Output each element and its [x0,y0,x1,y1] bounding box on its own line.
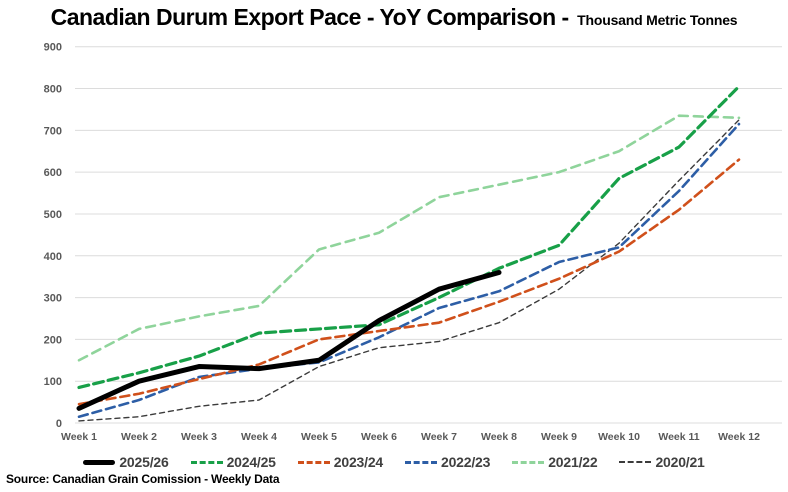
x-axis-tick-label: Week 3 [181,431,217,443]
x-axis-tick-label: Week 9 [541,431,577,443]
chart-title-main: Canadian Durum Export Pace - YoY Compari… [50,4,570,30]
legend-item-2024-25: 2024/25 [190,454,276,470]
chart-title-unit: Thousand Metric Tonnes [577,12,738,28]
legend-swatch-2025-26 [83,459,116,465]
x-axis-tick-label: Week 10 [598,431,640,443]
x-axis-tick-label: Week 4 [241,431,277,443]
y-axis-tick-label: 800 [44,84,62,96]
line-chart: 0 100 200 300 400 500 600 700 800 900 Week 1 Week 2… [44,42,782,443]
legend-swatch-2024-25 [190,460,223,464]
series-line-2025-26 [76,269,502,411]
y-axis-tick-label: 500 [44,209,62,221]
y-axis-tick-label: 100 [44,376,62,388]
series-line-2023-24 [77,158,741,406]
legend-label: 2023/24 [333,454,383,470]
series-line-2020-21 [78,119,740,422]
x-axis-tick-label: Week 11 [658,431,699,443]
legend-item-2025-26: 2025/26 [83,454,169,470]
legend-item-2021-22: 2021/22 [512,454,598,470]
y-axis-tick-label: 700 [44,125,62,137]
legend-item-2020-21: 2020/21 [619,454,705,470]
y-axis-tick-label: 200 [44,334,62,346]
y-axis-tick-label: 300 [44,293,62,305]
y-axis-tick-label: 0 [56,418,62,430]
legend-swatch-2021-22 [512,460,545,464]
y-axis-tick-label: 600 [44,167,62,179]
legend-swatch-2020-21 [619,461,652,463]
legend-swatch-2023-24 [297,460,330,464]
legend-item-2023-24: 2023/24 [297,454,383,470]
x-axis-tick-label: Week 8 [481,431,517,443]
chart-legend: 2025/26 2024/25 2023/24 2022/23 2021/22 2020/… [0,454,788,470]
legend-label: 2022/23 [441,454,491,470]
legend-swatch-2022-23 [405,460,437,464]
legend-label: 2021/22 [548,454,598,470]
series-line-2024-25 [77,84,741,390]
source-note: Source: Canadian Grain Comission - Weekl… [6,472,280,486]
x-axis-tick-label: Week 6 [361,431,397,443]
y-axis-tick-label: 400 [44,251,62,263]
y-axis-tick-label: 900 [44,42,62,54]
x-axis-tick-label: Week 12 [718,431,760,443]
chart-title: Canadian Durum Export Pace - YoY Compari… [0,4,788,31]
series-line-2021-22 [77,114,741,362]
legend-label: 2020/21 [655,454,705,470]
x-axis-tick-label: Week 2 [121,431,157,443]
x-axis-tick-label: Week 7 [421,431,457,443]
legend-label: 2024/25 [226,454,276,470]
legend-item-2022-23: 2022/23 [405,454,490,470]
x-axis-tick-label: Week 5 [301,431,337,443]
x-axis-tick-label: Week 1 [61,431,97,443]
legend-label: 2025/26 [119,454,169,470]
